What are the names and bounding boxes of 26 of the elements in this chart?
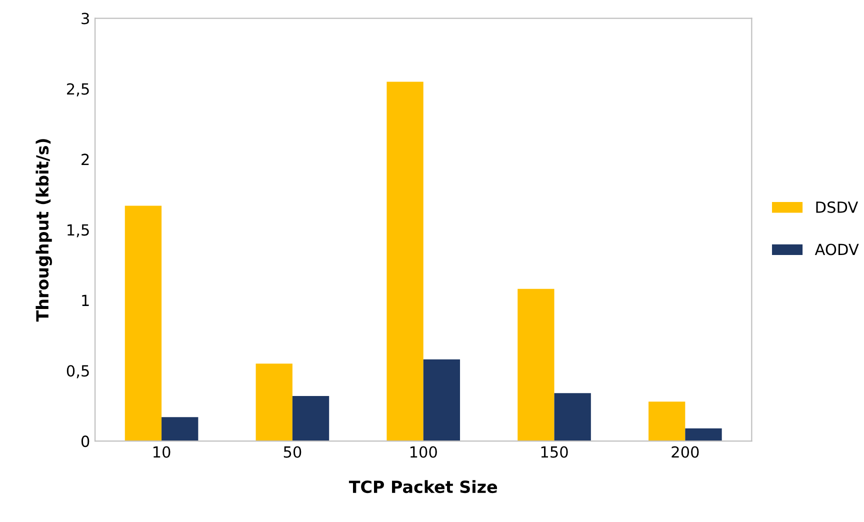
bar <box>386 82 424 442</box>
x-tick-label: 50 <box>284 446 302 458</box>
legend-label: AODV <box>814 244 859 256</box>
bar <box>554 393 591 442</box>
bar <box>518 288 554 442</box>
x-tick-label: 100 <box>410 446 437 458</box>
x-tick-label: 10 <box>154 446 170 458</box>
legend-label: DSDV <box>816 201 858 213</box>
x-axis-title: TCP Packet Size <box>348 480 498 494</box>
y-tick-label: 2 <box>82 154 89 166</box>
bar <box>292 396 330 442</box>
bar <box>423 359 460 442</box>
x-tick-label: 200 <box>672 446 699 458</box>
x-tick-label: 150 <box>541 446 568 458</box>
bar <box>685 428 722 442</box>
y-tick-label: 1,5 <box>68 224 89 238</box>
y-tick-label: 3 <box>82 12 89 24</box>
y-tick-label: 1 <box>82 294 89 306</box>
y-tick-label: 0,5 <box>66 365 89 378</box>
bar <box>124 206 162 442</box>
bar <box>648 402 686 442</box>
y-tick-label: 0 <box>81 436 90 448</box>
bar <box>256 364 292 442</box>
bar <box>162 417 198 442</box>
y-axis-title: Throughput (kbit/s) <box>36 139 52 322</box>
y-tick-label: 2,5 <box>67 83 89 96</box>
